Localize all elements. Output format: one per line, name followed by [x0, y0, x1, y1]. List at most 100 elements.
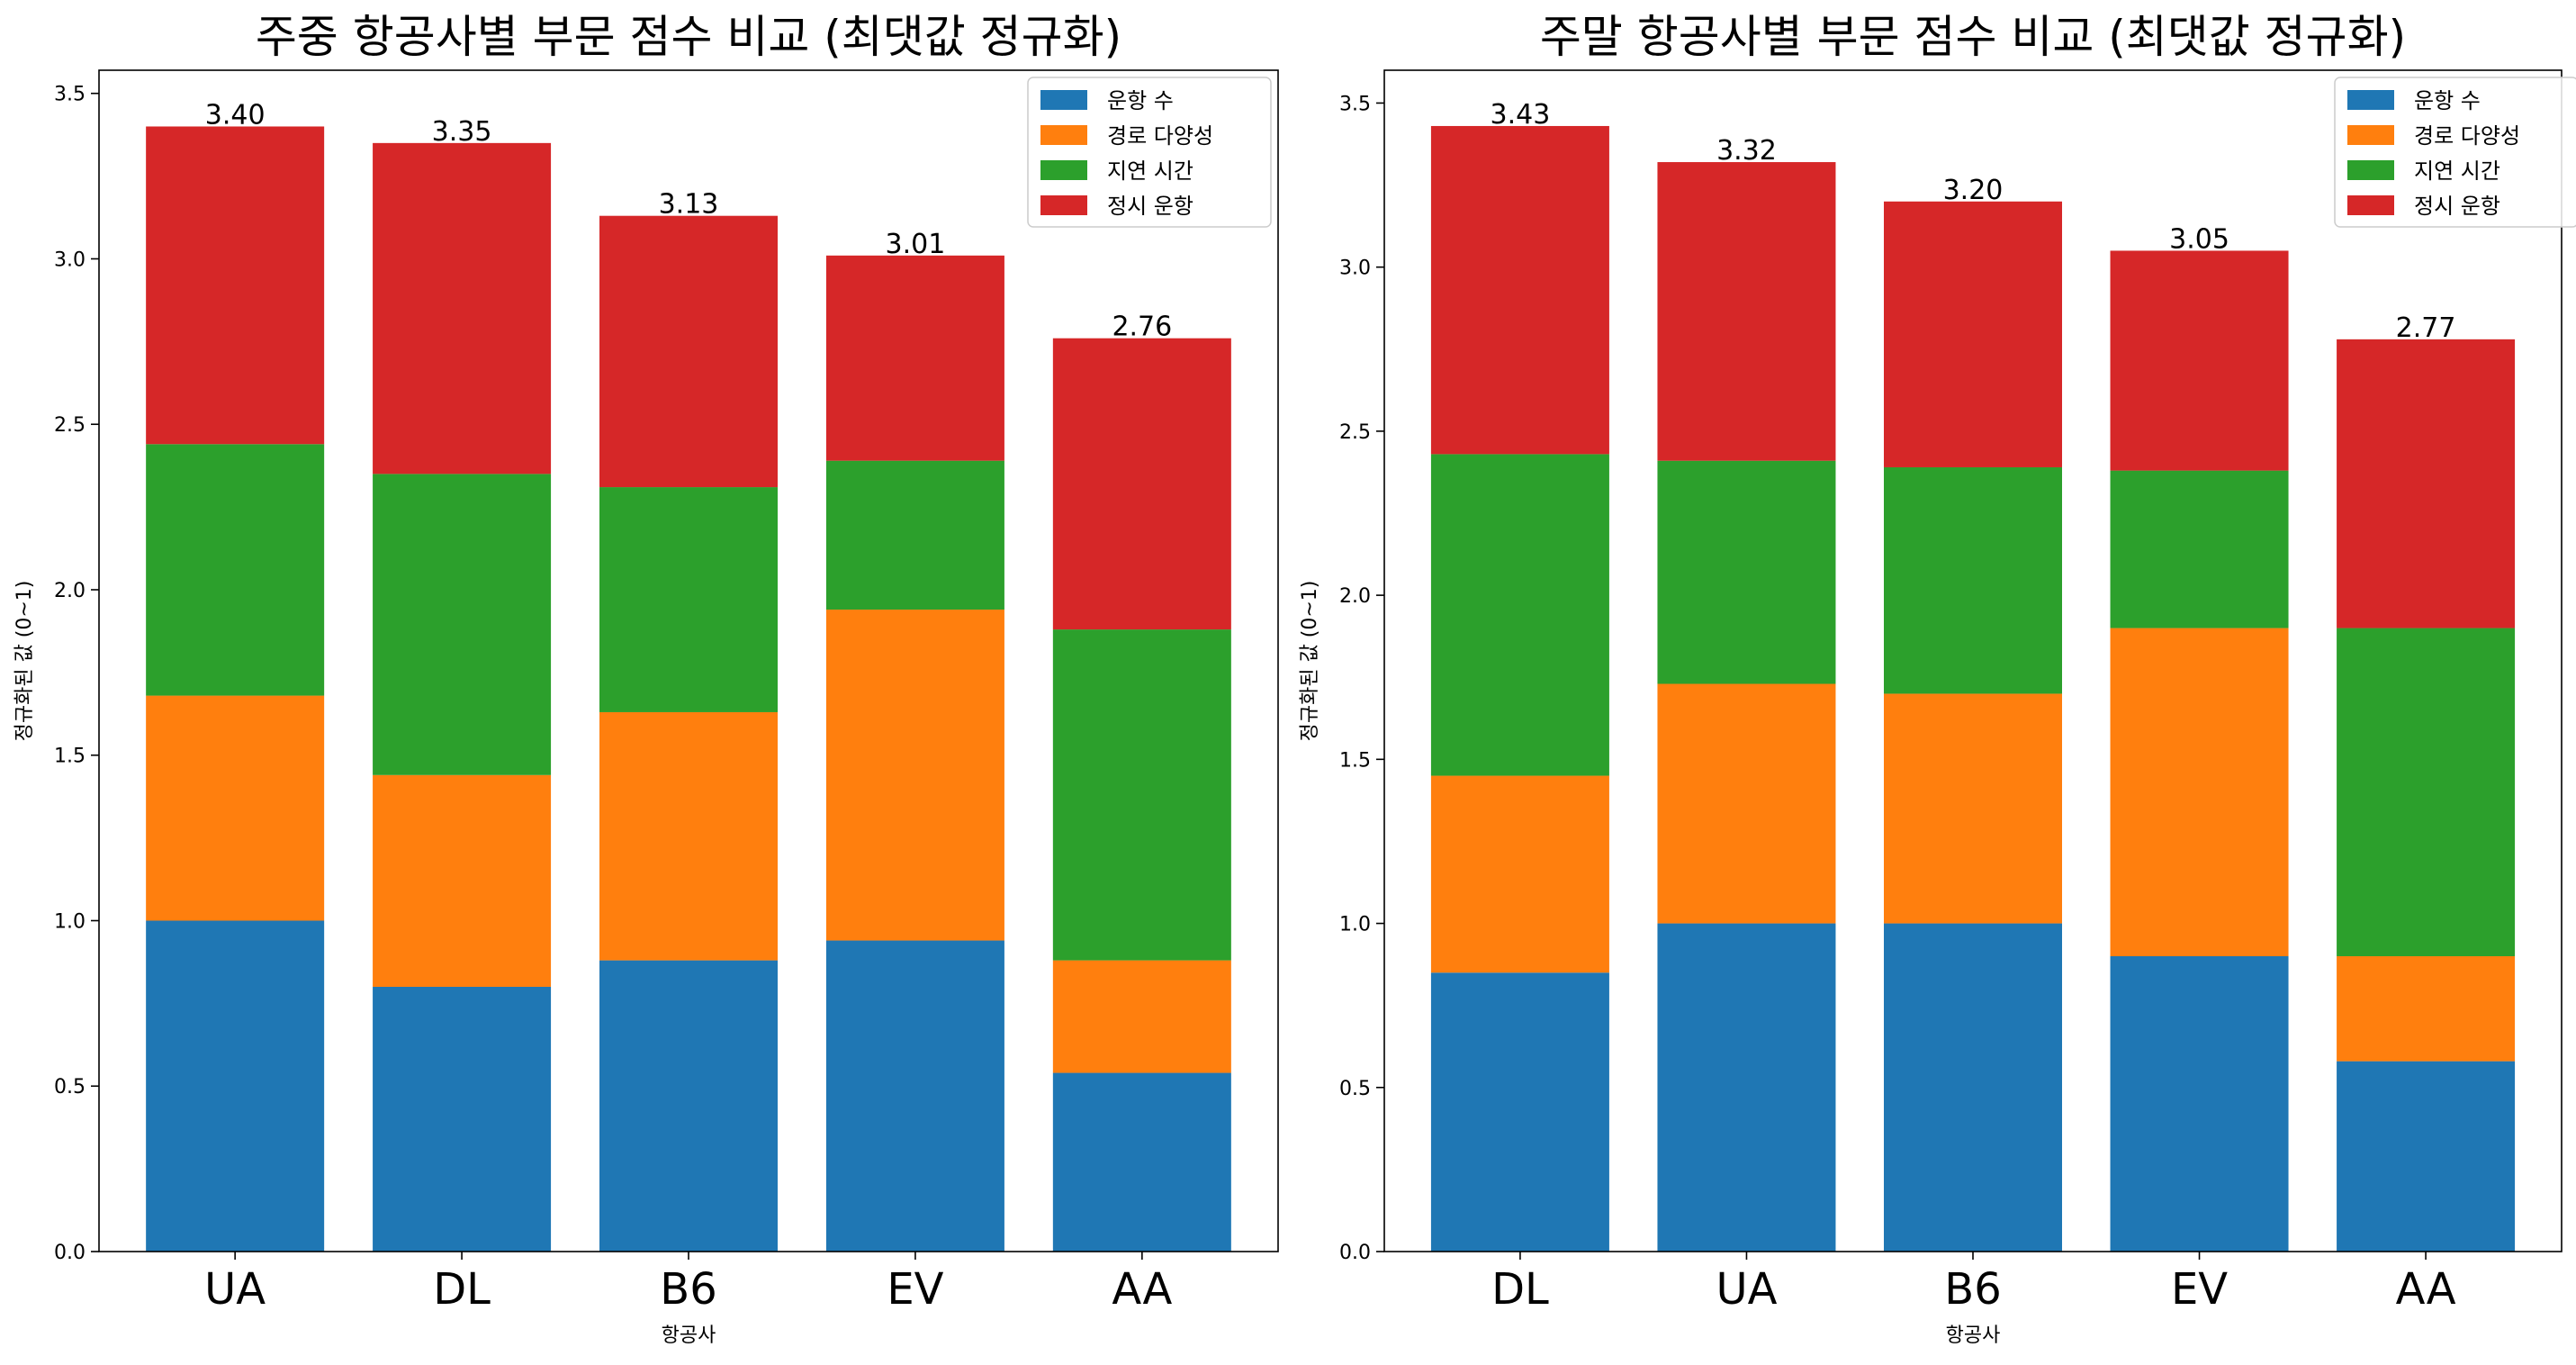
- bar-EV-1: [2111, 956, 2289, 1252]
- y-tick-label: 3.5: [54, 84, 86, 106]
- x-tick-label: EV: [887, 1264, 943, 1315]
- bar-AA-1: [2337, 1062, 2515, 1252]
- bar-DL-1: [1431, 972, 1609, 1252]
- bar-AA-3: [1053, 629, 1231, 961]
- y-tick-label: 2.0: [1339, 585, 1371, 608]
- bar-B6-2: [1884, 693, 2062, 923]
- x-tick-label: AA: [2396, 1264, 2456, 1315]
- bar-B6-2: [599, 712, 778, 961]
- bar-AA-2: [2337, 956, 2515, 1062]
- bar-AA-1: [1053, 1073, 1231, 1252]
- legend-swatch: [2347, 195, 2394, 215]
- bar-AA-3: [2337, 628, 2515, 956]
- y-tick-label: 1.0: [54, 910, 86, 933]
- x-tick-label: AA: [1112, 1264, 1172, 1315]
- bar-DL-3: [1431, 454, 1609, 775]
- bar-EV-1: [826, 941, 1004, 1252]
- y-tick-label: 2.0: [54, 580, 86, 602]
- bar-EV-2: [2111, 628, 2289, 956]
- bar-EV-2: [826, 610, 1004, 941]
- bar-UA-3: [1657, 461, 1835, 684]
- legend-label: 정시 운항: [2414, 194, 2500, 219]
- legend-label: 경로 다양성: [2414, 123, 2520, 149]
- total-label: 3.01: [886, 229, 946, 260]
- bar-UA-2: [1657, 684, 1835, 924]
- x-tick-label: UA: [204, 1264, 266, 1315]
- y-tick-label: 0.5: [1339, 1078, 1371, 1100]
- x-tick-label: UA: [1716, 1264, 1777, 1315]
- bar-B6-1: [599, 961, 778, 1252]
- legend-label: 지연 시간: [1107, 158, 1193, 184]
- y-tick-label: 3.0: [1339, 258, 1371, 280]
- bar-DL-4: [373, 143, 551, 475]
- bars: [1431, 126, 2515, 1252]
- legend-label: 지연 시간: [2414, 158, 2500, 184]
- total-label: 2.77: [2396, 312, 2456, 344]
- x-tick-label: EV: [2171, 1264, 2228, 1315]
- bar-DL-3: [373, 474, 551, 774]
- bar-DL-2: [373, 775, 551, 987]
- chart-title: 주말 항공사별 부문 점수 비교 (최댓값 정규화): [1540, 11, 2406, 63]
- bars: [146, 126, 1231, 1252]
- bar-B6-3: [1884, 467, 2062, 693]
- x-axis-label: 항공사: [662, 1324, 716, 1347]
- y-tick-label: 0.5: [54, 1076, 86, 1098]
- bar-UA-1: [146, 920, 324, 1252]
- bar-AA-4: [2337, 339, 2515, 628]
- legend-label: 정시 운항: [1107, 194, 1193, 219]
- bar-AA-4: [1053, 339, 1231, 629]
- legend-swatch: [1040, 125, 1087, 145]
- legend-label: 운항 수: [2414, 88, 2481, 113]
- legend-swatch: [2347, 160, 2394, 180]
- legend-swatch: [1040, 195, 1087, 215]
- bar-UA-2: [146, 696, 324, 921]
- y-tick-label: 2.5: [54, 414, 86, 437]
- bar-UA-1: [1657, 924, 1835, 1252]
- x-tick-label: B6: [1944, 1264, 2001, 1315]
- bar-B6-1: [1884, 924, 2062, 1252]
- bar-DL-1: [373, 987, 551, 1252]
- y-tick-label: 1.0: [1339, 914, 1371, 936]
- bar-B6-4: [1884, 202, 2062, 467]
- total-label: 2.76: [1112, 312, 1172, 343]
- y-tick-label: 0.0: [54, 1242, 86, 1264]
- bar-AA-2: [1053, 961, 1231, 1073]
- bar-EV-3: [826, 461, 1004, 610]
- chart-panel-2: 주말 항공사별 부문 점수 비교 (최댓값 정규화) 3.43 DL 3.32 UA 3.…: [1299, 11, 2576, 1347]
- chart-panel-1: 주중 항공사별 부문 점수 비교 (최댓값 정규화) 3.40 UA 3.35 DL 3.…: [14, 11, 1278, 1347]
- bar-UA-3: [146, 444, 324, 695]
- total-label: 3.35: [432, 116, 492, 148]
- x-axis-label: 항공사: [1946, 1324, 2001, 1347]
- total-label: 3.32: [1716, 135, 1777, 167]
- x-tick-label: B6: [660, 1264, 716, 1315]
- bar-EV-4: [826, 256, 1004, 461]
- bar-UA-4: [146, 126, 324, 444]
- bar-UA-4: [1657, 162, 1835, 461]
- total-label: 3.43: [1491, 99, 1551, 131]
- bar-EV-3: [2111, 471, 2289, 628]
- y-tick-label: 2.5: [1339, 421, 1371, 444]
- bar-DL-2: [1431, 776, 1609, 973]
- legend-label: 경로 다양성: [1107, 123, 1213, 149]
- x-tick-label: DL: [1491, 1264, 1549, 1315]
- bar-B6-4: [599, 216, 778, 487]
- legend-swatch: [1040, 160, 1087, 180]
- total-label: 3.05: [2169, 223, 2229, 255]
- y-axis-label: 정규화된 값 (0~1): [14, 581, 36, 742]
- total-label: 3.13: [659, 189, 719, 221]
- total-label: 3.20: [1943, 175, 2004, 206]
- legend-swatch: [2347, 125, 2394, 145]
- bar-EV-4: [2111, 250, 2289, 470]
- chart-title: 주중 항공사별 부문 점수 비교 (최댓값 정규화): [256, 11, 1121, 63]
- y-tick-label: 0.0: [1339, 1242, 1371, 1264]
- y-tick-label: 1.5: [1339, 749, 1371, 772]
- legend-swatch: [1040, 90, 1087, 110]
- bar-DL-4: [1431, 126, 1609, 454]
- x-tick-label: DL: [433, 1264, 491, 1315]
- legend-label: 운항 수: [1107, 88, 1174, 113]
- y-tick-label: 3.5: [1339, 93, 1371, 115]
- bar-B6-3: [599, 487, 778, 712]
